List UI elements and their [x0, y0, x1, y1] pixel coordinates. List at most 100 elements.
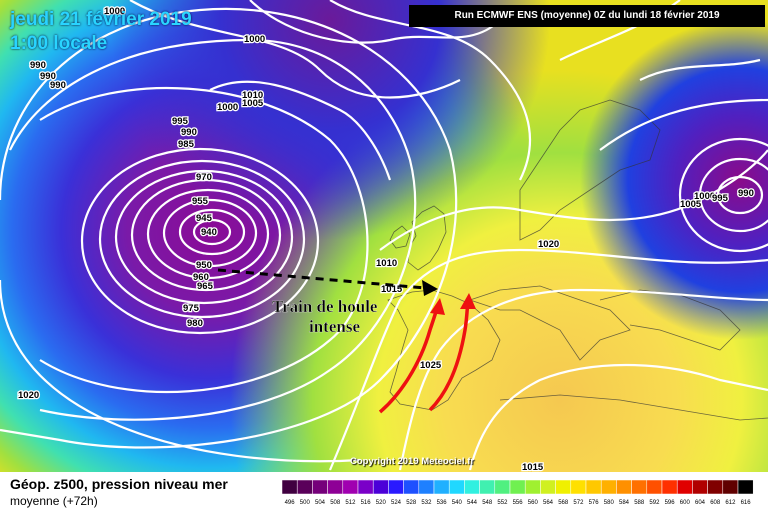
isobar-label: 995 — [712, 193, 729, 204]
scale-swatch — [342, 480, 359, 495]
scale-swatch — [418, 480, 435, 495]
isobar-label: 960 — [193, 272, 209, 283]
scale-swatch — [479, 480, 496, 495]
isobar-label: 1005 — [242, 98, 264, 109]
isobar-label: 990 — [738, 188, 754, 199]
isobar-label: 1010 — [242, 90, 263, 101]
scale-label: 540 — [452, 500, 463, 506]
scale-swatch — [661, 480, 678, 495]
scale-swatch — [555, 480, 572, 495]
scale-swatch — [737, 480, 754, 495]
annotation-line-1: Train de houle — [272, 297, 378, 316]
isobar-label: 995 — [172, 116, 189, 127]
isobar-label: 1000 — [104, 6, 125, 17]
scale-swatch — [509, 480, 526, 495]
scale-label: 600 — [680, 500, 691, 506]
scale-swatch — [600, 480, 617, 495]
swell-path-arrow — [217, 268, 438, 296]
scale-label: 532 — [421, 500, 432, 506]
color-scale: 496 500 504 508 512 516 520 524 528 532 536 540 544 5… — [281, 480, 754, 506]
scale-swatch — [692, 480, 708, 495]
scale-swatch — [464, 480, 480, 495]
forecast-date: jeudi 21 février 2019 — [10, 9, 192, 30]
isobar-label: 990 — [30, 60, 46, 71]
scale-swatch — [540, 480, 556, 495]
isobar-labels: 1000 1000 990 990 990 1000 1010 1005 995… — [17, 5, 755, 472]
scale-swatch — [433, 480, 450, 495]
scale-swatch — [372, 480, 389, 495]
isobar-label: 1000 — [244, 34, 265, 45]
scale-swatch — [357, 480, 374, 495]
scale-label: 556 — [513, 500, 524, 506]
scale-label: 552 — [497, 500, 508, 506]
isobar-label: 940 — [201, 227, 217, 238]
scale-swatch — [570, 480, 587, 495]
scale-label: 612 — [725, 500, 736, 506]
isobar-label: 965 — [197, 281, 214, 292]
isobar-label: 975 — [183, 303, 200, 314]
scale-label: 588 — [634, 500, 645, 506]
scale-swatch — [722, 480, 739, 495]
scale-swatch — [631, 480, 648, 495]
scale-swatch — [676, 480, 693, 495]
scale-label: 504 — [315, 500, 326, 506]
isobar-label: 1010 — [376, 258, 397, 269]
annotation-line-2: intense — [309, 317, 360, 336]
scale-label: 524 — [391, 500, 402, 506]
scale-label: 512 — [345, 500, 356, 506]
scale-label: 516 — [361, 500, 372, 506]
swell-annotation: Train de houle intense — [272, 297, 378, 336]
scale-label: 564 — [543, 500, 554, 506]
scale-label: 528 — [406, 500, 417, 506]
isobar-label: 945 — [196, 213, 213, 224]
scale-swatch — [327, 480, 344, 495]
isobar-label: 1020 — [538, 239, 559, 250]
isobar-label: 970 — [196, 172, 212, 183]
legend-subtitle: moyenne (+72h) — [10, 494, 98, 508]
scale-swatch — [448, 480, 465, 495]
scale-label: 616 — [741, 500, 752, 506]
geopotential-map: 1000 1000 990 990 990 1000 1010 1005 995… — [0, 0, 768, 472]
scale-label: 560 — [528, 500, 539, 506]
isobar-label: 1015 — [522, 462, 544, 472]
scale-label: 536 — [437, 500, 448, 506]
isobar-label: 1005 — [680, 199, 702, 210]
forecast-time: 1:00 locale — [10, 33, 108, 54]
scale-swatch — [296, 480, 313, 495]
isobar-label: 1000 — [694, 191, 715, 202]
scale-swatch — [403, 480, 420, 495]
isobar-label: 955 — [192, 196, 209, 207]
scale-label: 580 — [604, 500, 615, 506]
isobar-label: 990 — [50, 80, 66, 91]
scale-swatch — [524, 480, 541, 495]
scale-label: 500 — [300, 500, 311, 506]
isobar-label: 1015 — [381, 284, 403, 295]
scale-label: 568 — [558, 500, 569, 506]
north-trough-shading — [0, 0, 768, 472]
swell-impact-arrowheads — [430, 293, 476, 315]
scale-swatch — [388, 480, 404, 495]
isobar-label: 990 — [40, 71, 56, 82]
scale-swatch — [312, 480, 328, 495]
scale-label: 496 — [285, 500, 296, 506]
copyright: Copyright 2019 Meteociel.fr — [350, 456, 475, 467]
isobar-label: 950 — [196, 260, 212, 271]
scale-label: 520 — [376, 500, 387, 506]
scale-swatch — [616, 480, 632, 495]
scale-swatch — [646, 480, 663, 495]
scale-swatch — [281, 480, 298, 495]
isobar-label: 1025 — [420, 360, 442, 371]
scale-label: 608 — [710, 500, 721, 506]
isobar-label: 980 — [187, 318, 203, 329]
isobar-label: 985 — [178, 139, 195, 150]
scale-swatch — [585, 480, 602, 495]
scale-label: 572 — [573, 500, 584, 506]
scale-label: 584 — [619, 500, 630, 506]
scale-label: 604 — [695, 500, 706, 506]
scale-swatch — [707, 480, 724, 495]
scale-label: 544 — [467, 500, 478, 506]
legend-title: Géop. z500, pression niveau mer — [10, 476, 228, 492]
scale-label: 592 — [649, 500, 660, 506]
scale-label: 596 — [665, 500, 676, 506]
